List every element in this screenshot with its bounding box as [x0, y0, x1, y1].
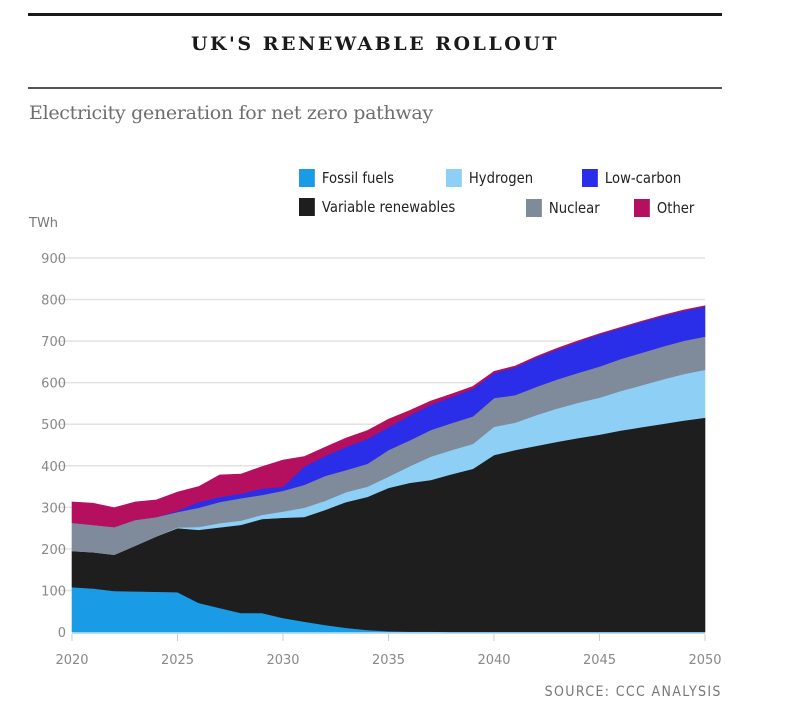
legend-item-other: Other: [634, 199, 694, 217]
y-tick-label: 900: [41, 252, 66, 267]
y-axis-ticks: 0 100 200 300 400 500 600 700 800 900: [41, 252, 66, 641]
source-note: SOURCE: CCC ANALYSIS: [544, 684, 722, 700]
y-tick-label: 400: [41, 460, 66, 475]
y-tick-label: 800: [41, 294, 66, 309]
y-tick-label: 0: [58, 626, 66, 641]
legend-swatch-low-carbon: [582, 169, 598, 187]
chart-title: UK'S RENEWABLE ROLLOUT: [190, 33, 560, 55]
y-tick-label: 700: [41, 335, 66, 350]
legend-label: Other: [656, 199, 695, 217]
y-tick-label: 500: [41, 418, 66, 433]
legend-swatch-other: [634, 199, 650, 217]
legend-item-fossil-fuels: Fossil fuels: [299, 169, 394, 187]
y-tick-label: 200: [41, 543, 66, 558]
legend-label: Fossil fuels: [321, 169, 395, 187]
legend-label: Low-carbon: [604, 169, 682, 187]
legend-label: Variable renewables: [321, 198, 456, 216]
x-tick-label: 2020: [55, 653, 88, 668]
area-other: [71, 305, 706, 528]
title-rule: [28, 87, 722, 89]
x-axis-ticks: 2020 2025 2030 2035 2040 2045 2050: [55, 634, 722, 668]
chart-subtitle: Electricity generation for net zero path…: [29, 102, 433, 124]
legend-label: Nuclear: [548, 199, 600, 217]
area-layers: [71, 305, 706, 634]
x-tick-label: 2030: [266, 653, 299, 668]
legend-swatch-fossil-fuels: [299, 169, 315, 187]
legend-swatch-nuclear: [526, 199, 542, 217]
y-axis-unit-label: TWh: [29, 216, 59, 231]
legend-item-hydrogen: Hydrogen: [446, 169, 533, 187]
legend-item-low-carbon: Low-carbon: [582, 169, 681, 187]
y-tick-label: 300: [41, 501, 66, 516]
legend-item-variable-renewables: Variable renewables: [299, 198, 455, 216]
top-rule: [28, 13, 722, 16]
legend-label: Hydrogen: [468, 169, 534, 187]
y-tick-label: 100: [41, 584, 66, 599]
x-tick-label: 2050: [688, 653, 721, 668]
legend-item-nuclear: Nuclear: [526, 199, 600, 217]
x-tick-label: 2025: [161, 653, 194, 668]
legend-swatch-variable-renewables: [299, 198, 315, 216]
x-tick-label: 2035: [372, 653, 405, 668]
x-tick-label: 2040: [477, 653, 510, 668]
y-tick-label: 600: [41, 377, 66, 392]
legend-swatch-hydrogen: [446, 169, 462, 187]
x-tick-label: 2045: [583, 653, 616, 668]
